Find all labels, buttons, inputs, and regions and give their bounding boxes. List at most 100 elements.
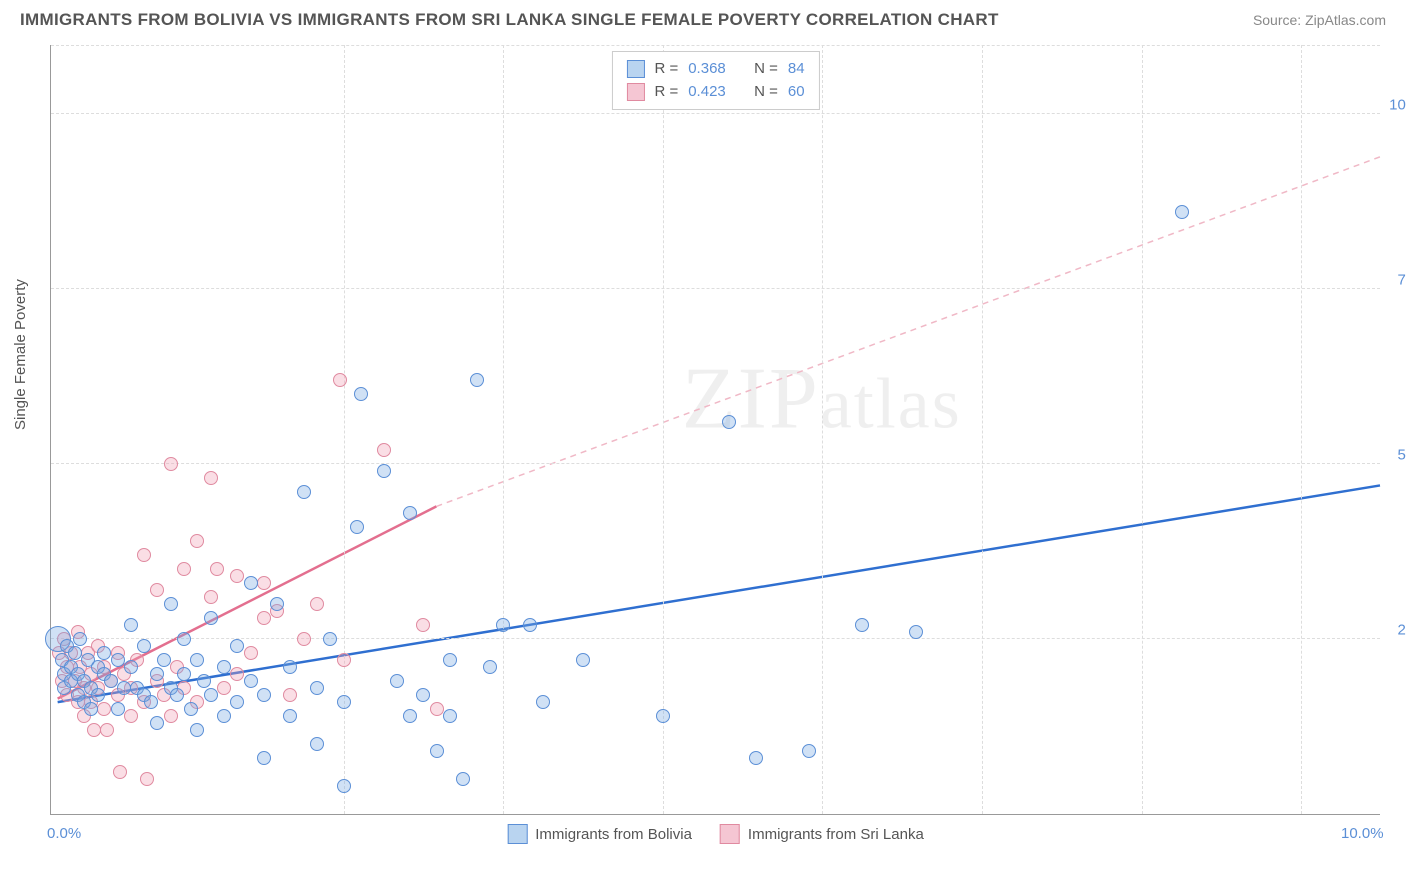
bolivia-point xyxy=(323,632,337,646)
bolivia-point xyxy=(111,702,125,716)
srilanka-point xyxy=(124,709,138,723)
bolivia-point xyxy=(197,674,211,688)
r-value-srilanka: 0.423 xyxy=(688,81,726,104)
bolivia-point xyxy=(354,387,368,401)
srilanka-point xyxy=(230,569,244,583)
trend-line xyxy=(436,157,1380,507)
bolivia-point xyxy=(576,653,590,667)
y-axis-label: Single Female Poverty xyxy=(12,279,29,430)
scatter-chart: ZIPatlas R = 0.368 N = 84 R = 0.423 N = … xyxy=(50,45,1380,815)
bolivia-point xyxy=(157,653,171,667)
bolivia-point xyxy=(470,373,484,387)
bolivia-point xyxy=(244,674,258,688)
srilanka-point xyxy=(230,667,244,681)
bolivia-point xyxy=(297,485,311,499)
bolivia-point xyxy=(190,723,204,737)
gridline-horizontal xyxy=(51,113,1380,114)
legend-item-bolivia: Immigrants from Bolivia xyxy=(507,824,692,844)
y-tick-label: 25.0% xyxy=(1385,622,1406,639)
gridline-vertical xyxy=(1142,45,1143,814)
srilanka-point xyxy=(150,583,164,597)
bolivia-point xyxy=(217,709,231,723)
bolivia-point xyxy=(656,709,670,723)
srilanka-point xyxy=(210,562,224,576)
bolivia-point xyxy=(170,688,184,702)
x-tick-label: 10.0% xyxy=(1341,825,1384,842)
bolivia-point xyxy=(722,415,736,429)
srilanka-point xyxy=(244,646,258,660)
gridline-horizontal xyxy=(51,463,1380,464)
bolivia-point xyxy=(536,695,550,709)
series-legend: Immigrants from Bolivia Immigrants from … xyxy=(507,824,924,844)
trend-lines xyxy=(51,45,1380,814)
bolivia-point xyxy=(403,506,417,520)
gridline-vertical xyxy=(1301,45,1302,814)
bolivia-point xyxy=(390,674,404,688)
bolivia-point xyxy=(144,695,158,709)
gridline-vertical xyxy=(503,45,504,814)
bolivia-point xyxy=(257,688,271,702)
bolivia-point xyxy=(802,744,816,758)
bolivia-point xyxy=(310,681,324,695)
bolivia-point xyxy=(230,639,244,653)
swatch-srilanka xyxy=(626,83,644,101)
srilanka-point xyxy=(113,765,127,779)
source-attribution: Source: ZipAtlas.com xyxy=(1253,12,1386,28)
trend-line xyxy=(58,485,1380,702)
bolivia-point xyxy=(483,660,497,674)
bolivia-point xyxy=(150,667,164,681)
bolivia-point xyxy=(204,611,218,625)
bolivia-point xyxy=(124,660,138,674)
bolivia-point xyxy=(523,618,537,632)
bolivia-point xyxy=(337,779,351,793)
bolivia-point xyxy=(104,674,118,688)
bolivia-point xyxy=(377,464,391,478)
srilanka-point xyxy=(297,632,311,646)
y-tick-label: 100.0% xyxy=(1385,97,1406,114)
bolivia-point xyxy=(337,695,351,709)
srilanka-point xyxy=(100,723,114,737)
legend-label-bolivia: Immigrants from Bolivia xyxy=(535,826,692,843)
bolivia-point xyxy=(310,737,324,751)
bolivia-point xyxy=(204,688,218,702)
srilanka-point xyxy=(337,653,351,667)
bolivia-point xyxy=(403,709,417,723)
bolivia-point xyxy=(177,632,191,646)
y-tick-label: 75.0% xyxy=(1385,272,1406,289)
bolivia-point xyxy=(217,660,231,674)
srilanka-point xyxy=(377,443,391,457)
srilanka-point xyxy=(430,702,444,716)
bolivia-point xyxy=(430,744,444,758)
r-value-bolivia: 0.368 xyxy=(688,58,726,81)
gridline-horizontal xyxy=(51,638,1380,639)
bolivia-point xyxy=(443,709,457,723)
x-tick-label: 0.0% xyxy=(47,825,81,842)
bolivia-point xyxy=(124,618,138,632)
swatch-bolivia xyxy=(626,60,644,78)
n-value-srilanka: 60 xyxy=(788,81,805,104)
bolivia-point xyxy=(177,667,191,681)
srilanka-point xyxy=(310,597,324,611)
bolivia-point xyxy=(91,688,105,702)
bolivia-point xyxy=(283,709,297,723)
bolivia-point xyxy=(350,520,364,534)
bolivia-point xyxy=(73,632,87,646)
srilanka-point xyxy=(283,688,297,702)
bolivia-point xyxy=(137,639,151,653)
bolivia-point xyxy=(184,702,198,716)
bolivia-point xyxy=(150,716,164,730)
bolivia-point xyxy=(749,751,763,765)
bolivia-point xyxy=(855,618,869,632)
bolivia-point xyxy=(230,695,244,709)
srilanka-point xyxy=(97,702,111,716)
srilanka-point xyxy=(257,576,271,590)
srilanka-point xyxy=(87,723,101,737)
bolivia-point xyxy=(117,681,131,695)
bolivia-point xyxy=(283,660,297,674)
bolivia-point xyxy=(456,772,470,786)
bolivia-point xyxy=(1175,205,1189,219)
bolivia-point xyxy=(97,646,111,660)
gridline-vertical xyxy=(822,45,823,814)
legend-label-srilanka: Immigrants from Sri Lanka xyxy=(748,826,924,843)
bolivia-point xyxy=(190,653,204,667)
